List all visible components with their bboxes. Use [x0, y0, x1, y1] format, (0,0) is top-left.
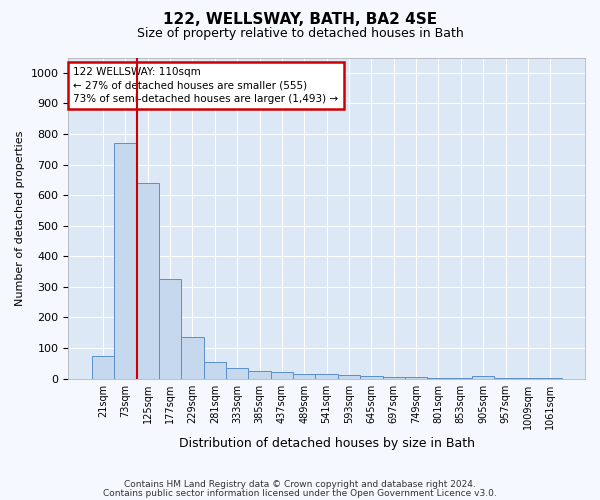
Bar	[271, 372, 293, 378]
Bar	[405, 377, 427, 378]
Bar	[383, 377, 405, 378]
Y-axis label: Number of detached properties: Number of detached properties	[15, 130, 25, 306]
Text: Contains HM Land Registry data © Crown copyright and database right 2024.: Contains HM Land Registry data © Crown c…	[124, 480, 476, 489]
Bar	[92, 356, 114, 378]
X-axis label: Distribution of detached houses by size in Bath: Distribution of detached houses by size …	[179, 437, 475, 450]
Bar	[226, 368, 248, 378]
Text: 122 WELLSWAY: 110sqm
← 27% of detached houses are smaller (555)
73% of semi-deta: 122 WELLSWAY: 110sqm ← 27% of detached h…	[73, 67, 338, 104]
Bar	[203, 362, 226, 378]
Bar	[472, 376, 494, 378]
Bar	[360, 376, 383, 378]
Text: Contains public sector information licensed under the Open Government Licence v3: Contains public sector information licen…	[103, 488, 497, 498]
Bar	[293, 374, 316, 378]
Bar	[114, 143, 137, 378]
Bar	[338, 375, 360, 378]
Bar	[137, 183, 159, 378]
Bar	[316, 374, 338, 378]
Bar	[159, 279, 181, 378]
Text: 122, WELLSWAY, BATH, BA2 4SE: 122, WELLSWAY, BATH, BA2 4SE	[163, 12, 437, 28]
Text: Size of property relative to detached houses in Bath: Size of property relative to detached ho…	[137, 28, 463, 40]
Bar	[181, 338, 203, 378]
Bar	[248, 371, 271, 378]
